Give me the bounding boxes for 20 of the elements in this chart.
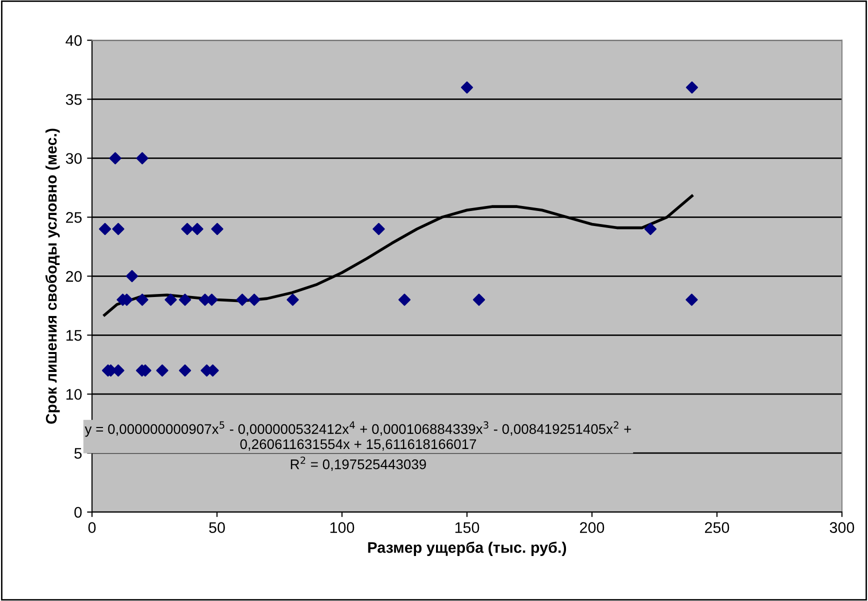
x-tick-label: 150 xyxy=(455,522,480,533)
y-tick-label: 10 xyxy=(66,388,82,400)
annotation: R$^{2}$ = 0,197525443039 xyxy=(290,456,426,471)
x-tick-label: 0 xyxy=(88,522,96,533)
y-tick-label: 30 xyxy=(66,153,82,164)
y-tick-label: 40 xyxy=(66,35,82,46)
x-tick-label: 200 xyxy=(580,522,604,533)
x-tick-label: 50 xyxy=(209,522,225,533)
x-tick-label: 100 xyxy=(330,522,354,533)
x-tick-label: 300 xyxy=(830,522,854,533)
x-tick-label: 250 xyxy=(704,522,730,533)
x-axis-title: Размер ущерба (тыс. руб.) xyxy=(368,542,566,556)
y-tick-label: 5 xyxy=(74,448,82,459)
y-axis-title: Срок лишения свободы условно (мес.) xyxy=(45,128,60,424)
y-tick-label: 35 xyxy=(66,94,82,105)
y-tick-label: 20 xyxy=(66,271,82,282)
y-tick-label: 15 xyxy=(66,330,82,341)
y-tick-label: 25 xyxy=(66,212,82,223)
text: y = 0,000000000907x$^{5}$ - 0,000000532412x$^{4}$ + 0,000106884339x$^{3}$ - 0,008419251405x$^{2}$ + 0,260611631554x + 15,611618166017 xyxy=(84,421,632,451)
y-tick-label: 0 xyxy=(74,506,82,518)
